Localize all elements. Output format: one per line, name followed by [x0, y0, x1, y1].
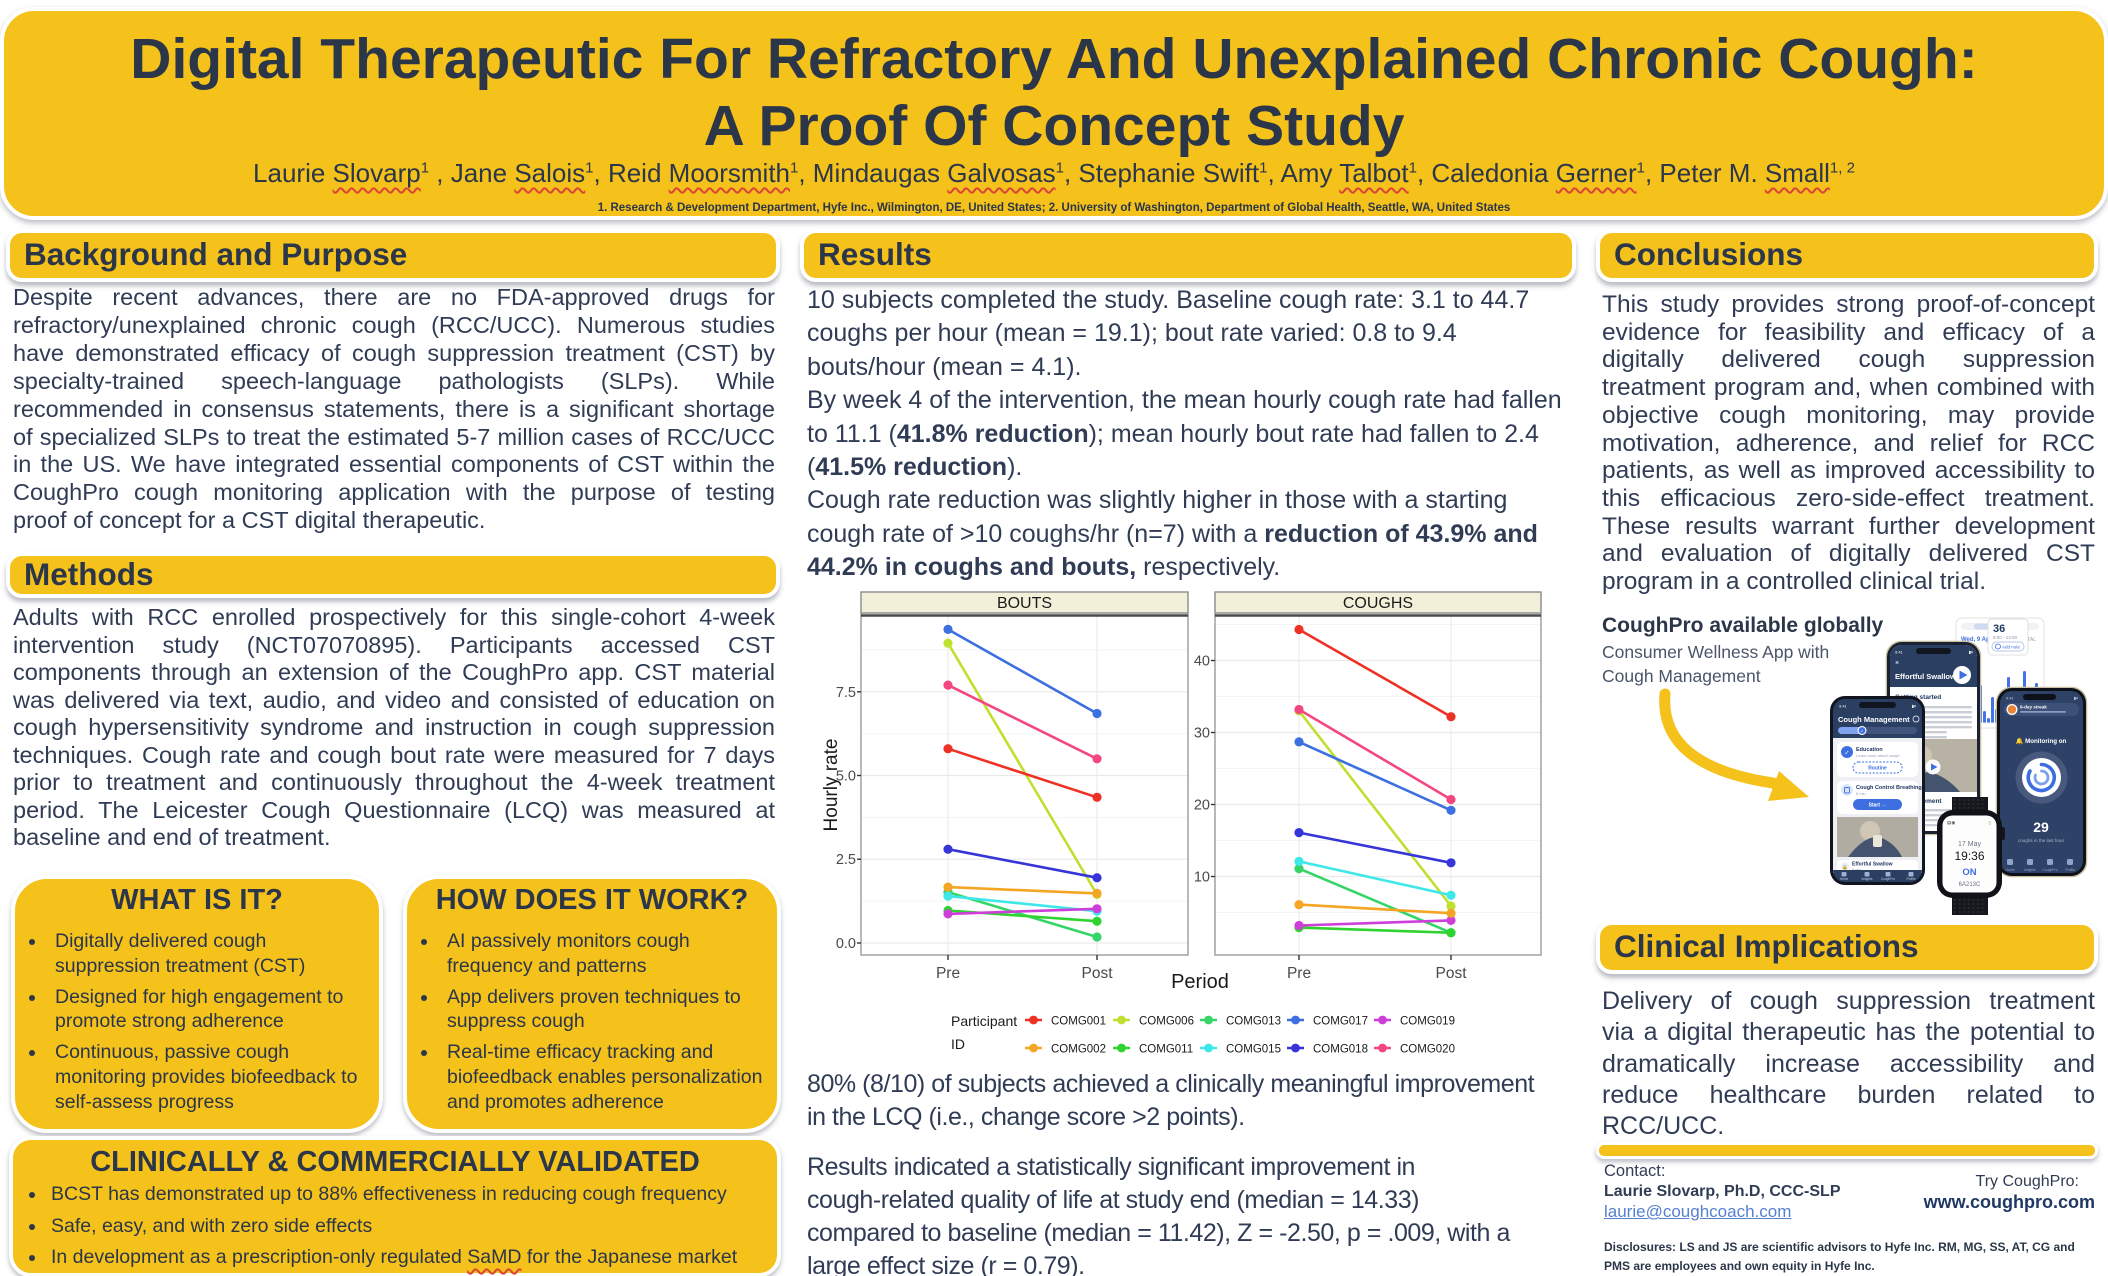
svg-text:40: 40 — [1194, 654, 1210, 670]
svg-text:Effortful Swallow: Effortful Swallow — [1895, 672, 1956, 681]
svg-text:Effortful Swallow: Effortful Swallow — [1852, 862, 1893, 868]
svg-text:✓: ✓ — [1844, 751, 1849, 757]
svg-text:COMG002: COMG002 — [1051, 1044, 1106, 1056]
svg-text:COMG011: COMG011 — [1139, 1044, 1193, 1056]
svg-text:9-day streak: 9-day streak — [2020, 705, 2047, 710]
svg-text:20: 20 — [1194, 798, 1210, 814]
svg-text:▤◉: ▤◉ — [1947, 820, 1956, 825]
svg-text:19:36: 19:36 — [1954, 849, 1984, 863]
svg-text:Education: Education — [1856, 747, 1883, 753]
svg-text:▮▾: ▮▾ — [1969, 650, 1973, 655]
svg-text:Add note: Add note — [2002, 645, 2021, 650]
svg-text:Hourly rate: Hourly rate — [821, 739, 842, 832]
svg-text:Start →: Start → — [1869, 803, 1887, 809]
svg-text:9:00 - 14:00: 9:00 - 14:00 — [1993, 635, 2018, 640]
svg-text:Participant: Participant — [951, 1013, 1017, 1029]
svg-text:COUGHS: COUGHS — [1343, 595, 1413, 612]
svg-text:CoughPro: CoughPro — [2042, 868, 2057, 872]
svg-text:Period: Period — [1171, 971, 1229, 993]
svg-text:9:41: 9:41 — [1895, 650, 1904, 655]
svg-text:BOUTS: BOUTS — [997, 595, 1052, 612]
svg-text:Pre: Pre — [936, 965, 960, 982]
svg-text:17 May: 17 May — [1958, 841, 1981, 848]
svg-text:COMG018: COMG018 — [1313, 1044, 1368, 1056]
svg-text:▯: ▯ — [1988, 820, 1991, 825]
svg-text:COMG001: COMG001 — [1051, 1016, 1106, 1028]
svg-text:COMG017: COMG017 — [1313, 1016, 1368, 1028]
svg-text:Home: Home — [2005, 868, 2014, 872]
svg-text:▮▾: ▮▾ — [1912, 704, 1916, 709]
svg-text:6A213C: 6A213C — [1959, 882, 1981, 888]
svg-text:Wed, 9 Apr 2023: Wed, 9 Apr 2023 — [1961, 637, 2008, 643]
svg-text:Home: Home — [1840, 877, 1849, 881]
svg-text:▮▾: ▮▾ — [2074, 696, 2078, 701]
svg-text:Insights: Insights — [1862, 877, 1873, 881]
svg-text:Learn more about cough: Learn more about cough — [1856, 753, 1900, 758]
svg-text:✓: ✓ — [1860, 729, 1864, 734]
svg-text:Post: Post — [1081, 965, 1113, 982]
svg-text:Cough Management: Cough Management — [1838, 715, 1910, 724]
svg-text:coughs in the last hour: coughs in the last hour — [2018, 838, 2065, 843]
svg-text:Profile: Profile — [1906, 877, 1915, 881]
svg-text:COMG015: COMG015 — [1226, 1044, 1281, 1056]
svg-text:COMG006: COMG006 — [1139, 1016, 1194, 1028]
svg-text:7.5: 7.5 — [836, 685, 856, 701]
svg-text:🔒: 🔒 — [1842, 865, 1848, 870]
svg-text:0.0: 0.0 — [836, 936, 856, 952]
svg-text:Profile: Profile — [2065, 868, 2075, 872]
svg-text:Getting started: Getting started — [1895, 694, 1941, 701]
svg-text:Pre: Pre — [1287, 965, 1311, 982]
svg-text:🔔 Monitoring on: 🔔 Monitoring on — [2016, 737, 2067, 745]
svg-text:36: 36 — [1993, 623, 2005, 635]
svg-text:29: 29 — [2033, 819, 2049, 835]
svg-text:COMG019: COMG019 — [1400, 1016, 1455, 1028]
svg-text:CoughPro: CoughPro — [1881, 877, 1896, 881]
svg-text:Cough Control Breathing: Cough Control Breathing — [1856, 785, 1922, 791]
svg-text:Routine: Routine — [1868, 766, 1887, 772]
svg-text:ON: ON — [1962, 867, 1976, 878]
svg-text:COMG020: COMG020 — [1400, 1044, 1455, 1056]
svg-text:Insights: Insights — [2024, 868, 2036, 872]
svg-text:×: × — [1895, 660, 1899, 667]
svg-text:30: 30 — [1194, 726, 1210, 742]
svg-text:5.0: 5.0 — [836, 769, 856, 785]
svg-text:Post: Post — [1435, 965, 1467, 982]
svg-text:COMG013: COMG013 — [1226, 1016, 1281, 1028]
svg-text:9:41: 9:41 — [1839, 704, 1848, 709]
svg-text:5 min: 5 min — [1856, 791, 1866, 796]
svg-text:2.5: 2.5 — [836, 852, 856, 868]
svg-text:ID: ID — [951, 1036, 965, 1052]
svg-text:10: 10 — [1194, 870, 1210, 886]
svg-text:9:41: 9:41 — [2006, 696, 2015, 701]
